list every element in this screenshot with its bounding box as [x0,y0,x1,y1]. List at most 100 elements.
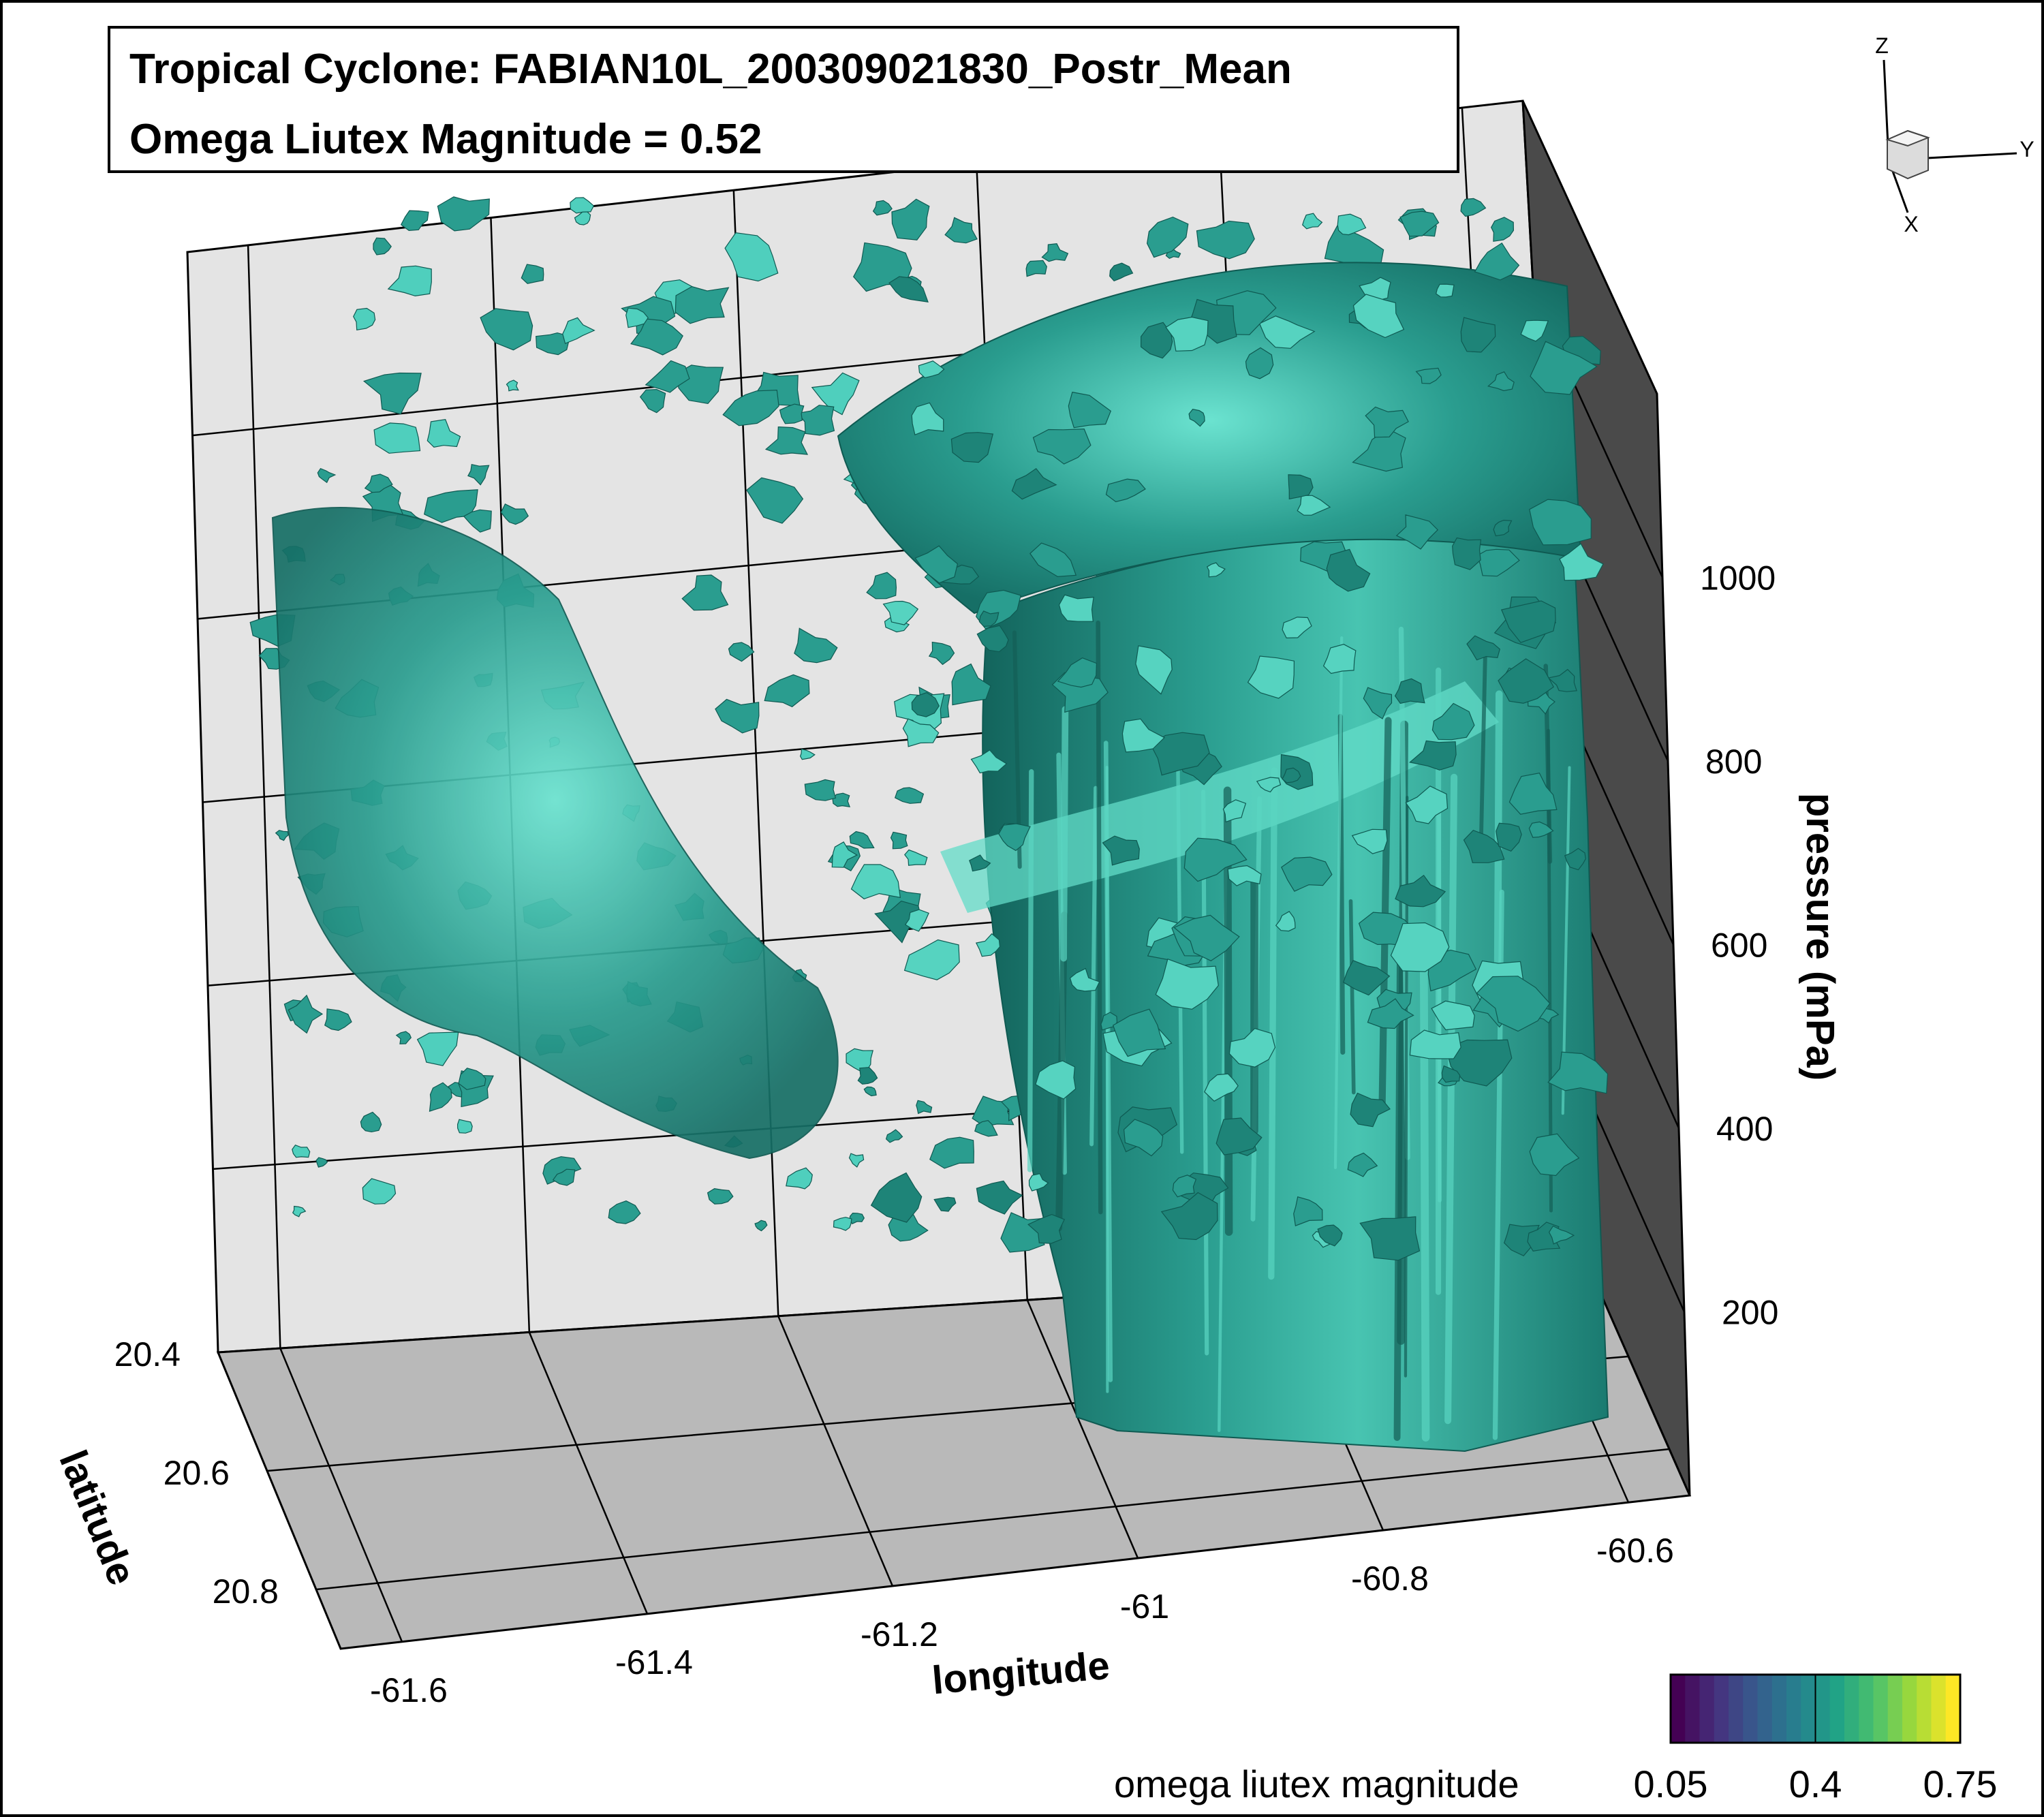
highlight-ridge [940,681,1499,913]
grid-line-x-floor [777,1316,894,1587]
iso-streak [1437,795,1442,1202]
iso-fragment [427,419,461,448]
iso-blob [849,830,875,849]
colorbar-swatch [1873,1675,1889,1743]
iso-blob [1035,1060,1077,1100]
iso-blob [1317,1224,1343,1247]
iso-blob [950,432,994,463]
iso-blob [1057,657,1098,688]
iso-blob [1342,960,1391,996]
iso-blob [1547,1051,1609,1094]
z-tick-label: 400 [1716,1110,1773,1148]
iso-blob [1135,645,1173,695]
iso-fragment [1491,217,1515,242]
colorbar-swatch [1743,1675,1758,1743]
iso-blob [1431,1000,1475,1031]
iso-blob [1347,1152,1378,1177]
iso-blob [1520,320,1549,342]
iso-fragment [1460,198,1487,217]
colorbar: 0.05 0.4 0.75 [1634,1673,1998,1805]
iso-fragment [944,217,978,244]
iso-blob [1288,474,1314,500]
iso-blob [1351,828,1388,854]
y-tick-mark [296,1589,316,1594]
grid-line-x-floor [1026,1299,1139,1559]
iso-fragment [315,1157,328,1168]
iso-blob [978,610,1000,627]
iso-fragment [794,627,838,664]
iso-blob [1452,537,1482,570]
iso-blob [1352,294,1405,339]
iso-streak [1089,786,1098,1147]
iso-fragment [831,841,858,868]
iso-blob [1441,1065,1461,1083]
iso-blob [1032,428,1091,465]
iso-fragment [463,509,492,533]
iso-fragment [746,477,804,524]
iso-blob [882,600,919,625]
colorbar-label: omega liutex magnitude [1114,1762,1519,1805]
iso-fragment [724,232,779,282]
iso-fragment [1196,220,1255,260]
iso-blob [1029,542,1077,578]
iso-blob [1150,732,1210,776]
iso-fragment [395,1031,412,1044]
iso-fragment [317,467,337,484]
colorbar-swatch [1685,1675,1700,1743]
colorbar-tick-label: 0.05 [1634,1762,1708,1805]
z-tick-label: 200 [1722,1294,1778,1332]
y-tick-label: 20.4 [114,1335,181,1373]
colorbar-swatch [1801,1675,1816,1743]
colorbar-swatch [1671,1675,1686,1743]
colorbar-swatch [1786,1675,1801,1743]
triad-x-label: X [1904,212,1918,236]
iso-fragment [804,779,837,801]
z-tick-label: 1000 [1700,559,1776,597]
iso-blob [903,939,960,980]
iso-blob [1188,409,1205,427]
iso-blob [1204,1073,1239,1102]
iso-fragment [292,1205,307,1217]
iso-fragment [458,1068,486,1091]
iso-blob [890,831,908,850]
iso-blob [1408,740,1457,771]
iso-blob [1487,371,1515,392]
iso-fragment [786,1167,813,1190]
iso-fragment [424,489,478,523]
x-tick-label: -61.4 [615,1643,693,1681]
iso-blob [1530,341,1598,395]
iso-blob [1282,617,1312,639]
iso-fragment [1399,211,1440,237]
x-tick-label: -61 [1120,1587,1169,1626]
iso-blob [1206,562,1226,578]
colorbar-tick-label: 0.4 [1789,1762,1842,1805]
x-tick-mark [1383,1530,1387,1549]
iso-blob [1547,668,1577,692]
iso-fragment [916,1100,933,1115]
iso-blob [1436,283,1455,298]
x-tick-label: -60.8 [1351,1559,1429,1598]
title-box [108,26,1459,173]
iso-fragment [754,1220,768,1232]
iso-blob [1222,799,1247,823]
iso-blob [1326,548,1371,592]
iso-fragment [429,1082,452,1112]
iso-blob [1359,1216,1421,1261]
iso-fragment [1041,243,1069,262]
iso-blob [974,1120,998,1137]
iso-blob [1460,317,1496,353]
iso-fragment [456,1119,473,1134]
iso-blob [1058,594,1094,622]
iso-fragment [467,463,490,486]
colorbar-tick-label: 0.75 [1923,1762,1998,1805]
z-axis-title: pressure (mPa) [1798,793,1842,1081]
iso-fragment [608,1200,641,1224]
iso-blob [1227,865,1262,886]
y-axis-title: latitude [50,1444,144,1591]
iso-blob [1529,1133,1580,1177]
colorbar-swatch [1844,1675,1859,1743]
iso-fragment [570,197,595,214]
iso-blob [1011,467,1057,500]
iso-fragment [681,574,729,611]
iso-blob [1297,495,1331,516]
